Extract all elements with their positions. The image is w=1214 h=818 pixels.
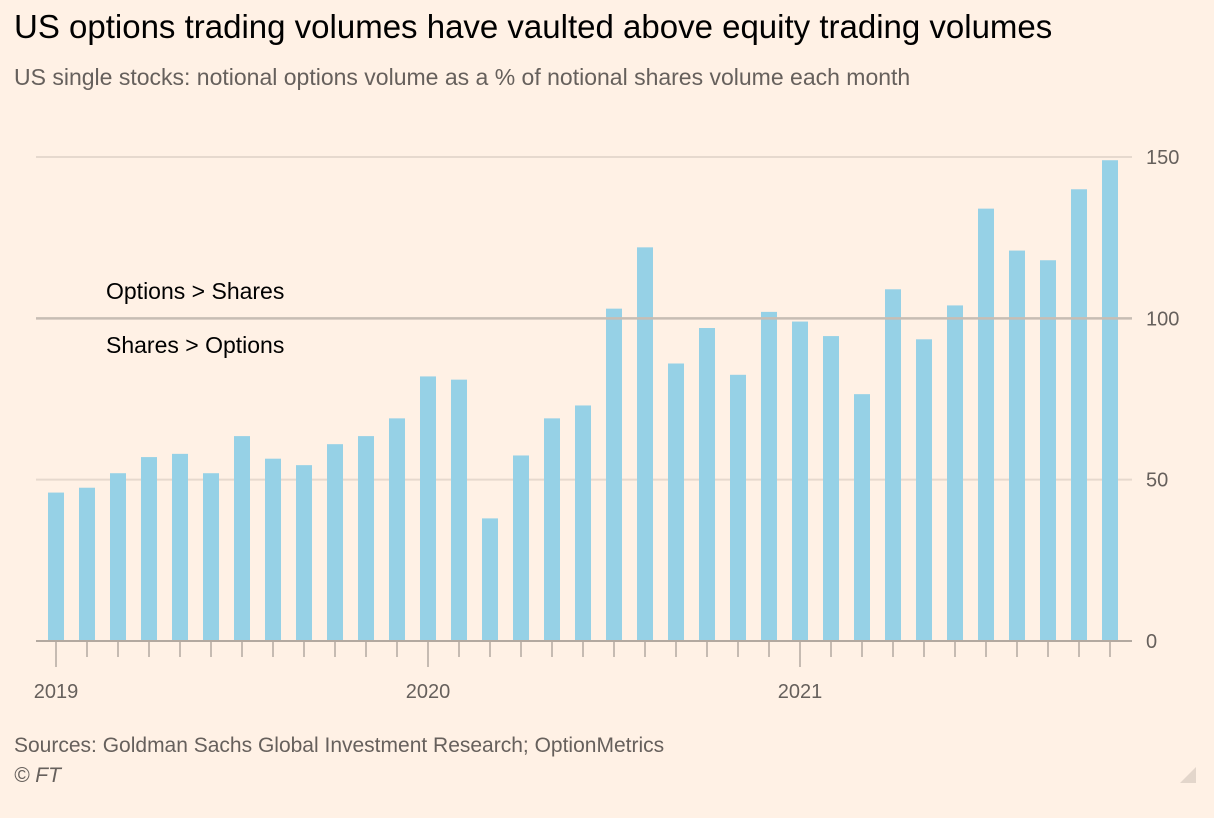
bar-2020-07	[606, 308, 622, 641]
bar-2019-05	[172, 453, 188, 641]
bar-2020-06	[575, 405, 591, 641]
bar-2019-01	[48, 492, 64, 641]
bars	[48, 160, 1118, 642]
bar-2020-10	[699, 328, 715, 641]
bar-2021-07	[978, 208, 994, 642]
bar-2020-03	[482, 518, 498, 641]
resize-handle-icon[interactable]	[1178, 765, 1198, 785]
bar-2019-10	[327, 444, 343, 641]
bar-2021-08	[1009, 250, 1025, 641]
bar-chart: 0 50 100 150 2019 2020 2021 Options > Shares S…	[34, 147, 1180, 703]
bar-2021-04	[885, 289, 901, 641]
y-tick-label: 100	[1146, 308, 1179, 330]
bar-2021-10	[1071, 189, 1087, 641]
bar-2019-07	[234, 436, 250, 641]
bar-2020-12	[761, 311, 777, 641]
annotation-shares-above: Shares > Options	[106, 332, 284, 358]
bar-2021-02	[823, 336, 839, 641]
bar-2020-02	[451, 379, 467, 641]
chart-title: US options trading volumes have vaulted …	[14, 8, 1053, 45]
x-tick-label: 2019	[34, 681, 79, 703]
bar-2021-11	[1102, 160, 1118, 641]
bar-2021-03	[854, 394, 870, 641]
y-tick-label: 0	[1146, 631, 1157, 653]
bar-2020-09	[668, 363, 684, 641]
bar-2021-05	[916, 339, 932, 641]
x-axis: 2019 2020 2021	[34, 640, 1132, 703]
y-axis: 0 50 100 150	[1146, 147, 1179, 653]
bar-2020-01	[420, 376, 436, 641]
bar-2019-02	[79, 487, 95, 641]
x-tick-label: 2020	[406, 681, 451, 703]
bar-2019-11	[358, 436, 374, 641]
bar-2020-11	[730, 374, 746, 641]
bar-2021-09	[1040, 260, 1056, 641]
bar-2019-03	[110, 473, 126, 641]
y-tick-label: 50	[1146, 470, 1168, 492]
x-tick-label: 2021	[778, 681, 823, 703]
bar-2021-06	[947, 305, 963, 641]
bar-2019-04	[141, 457, 157, 641]
bar-2021-01	[792, 321, 808, 641]
y-tick-label: 150	[1146, 147, 1179, 169]
source-note: Sources: Goldman Sachs Global Investment…	[14, 734, 665, 757]
chart-subtitle: US single stocks: notional options volum…	[14, 64, 911, 90]
bar-2020-05	[544, 418, 560, 641]
bar-2019-12	[389, 418, 405, 641]
bar-2020-04	[513, 455, 529, 641]
bar-2019-06	[203, 473, 219, 641]
annotation-options-above: Options > Shares	[106, 278, 284, 304]
bar-2019-08	[265, 458, 281, 641]
bar-2020-08	[637, 247, 653, 641]
copyright-credit: © FT	[14, 764, 61, 787]
annotations: Options > Shares Shares > Options	[106, 278, 284, 358]
bar-2019-09	[296, 465, 312, 641]
